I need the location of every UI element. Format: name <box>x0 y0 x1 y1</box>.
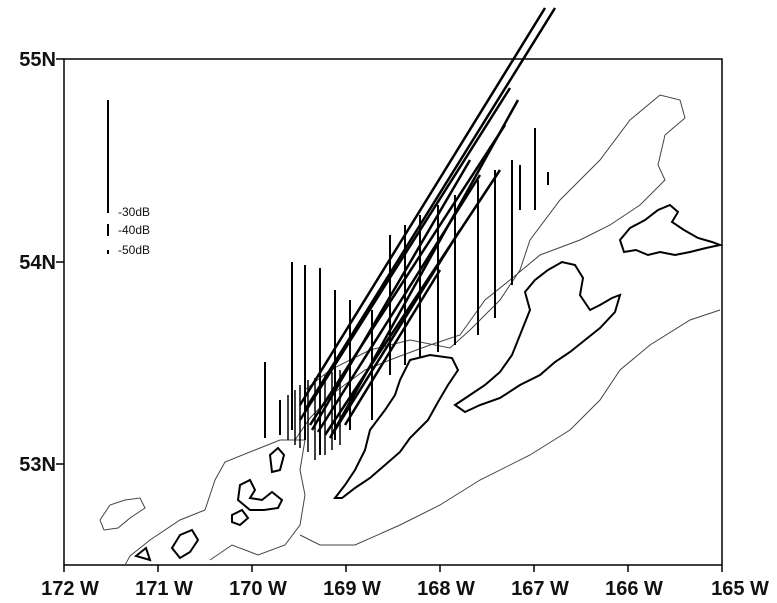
track-line <box>298 7 547 406</box>
x-tick-label-165w: 165 W <box>711 578 769 600</box>
track-line <box>328 99 520 439</box>
track-line <box>298 87 512 421</box>
contour-north <box>294 94 686 441</box>
coast-pribilof-5 <box>133 546 152 562</box>
legend: -30dB -40dB -50dB <box>107 100 150 257</box>
track-line <box>308 124 507 426</box>
coast-island-large <box>332 353 460 499</box>
y-tick-label-55n: 55N <box>19 49 56 71</box>
track-cluster <box>287 370 341 460</box>
legend-label-30db: -30dB <box>118 205 150 219</box>
contour-small <box>99 497 146 531</box>
coast-island-northeast <box>618 203 724 257</box>
contour-islands-west <box>124 439 306 566</box>
x-tick-label-171w: 171 W <box>135 578 193 600</box>
coastlines <box>133 203 724 562</box>
x-tick-label-172w: 172 W <box>41 578 99 600</box>
bathymetry-contours <box>99 94 721 566</box>
y-axis: 55N 54N 53N <box>19 49 64 476</box>
track-line <box>310 159 472 431</box>
track-line <box>303 7 557 411</box>
y-tick-label-54n: 54N <box>19 252 56 274</box>
track-line <box>323 169 502 436</box>
x-tick-label-168w: 168 W <box>417 578 475 600</box>
coast-island-chain <box>453 260 622 414</box>
x-tick-label-170w: 170 W <box>229 578 287 600</box>
x-tick-label-169w: 169 W <box>323 578 381 600</box>
contour-south <box>299 309 721 546</box>
coast-pribilof-3 <box>231 508 250 527</box>
coast-pribilof-1 <box>268 446 286 474</box>
track-lines <box>298 7 557 439</box>
map-frame <box>63 58 723 566</box>
x-tick-label-167w: 167 W <box>511 578 569 600</box>
coast-pribilof-2 <box>236 478 284 511</box>
x-axis: 172 W 171 W 170 W 169 W 168 W 167 W 166 … <box>41 565 769 600</box>
legend-label-40db: -40dB <box>118 223 150 237</box>
track-line <box>333 229 462 431</box>
legend-label-50db: -50dB <box>118 243 150 257</box>
track-line <box>343 269 442 426</box>
coast-pribilof-4 <box>170 528 200 560</box>
x-tick-label-166w: 166 W <box>605 578 663 600</box>
y-tick-label-53n: 53N <box>19 454 56 476</box>
